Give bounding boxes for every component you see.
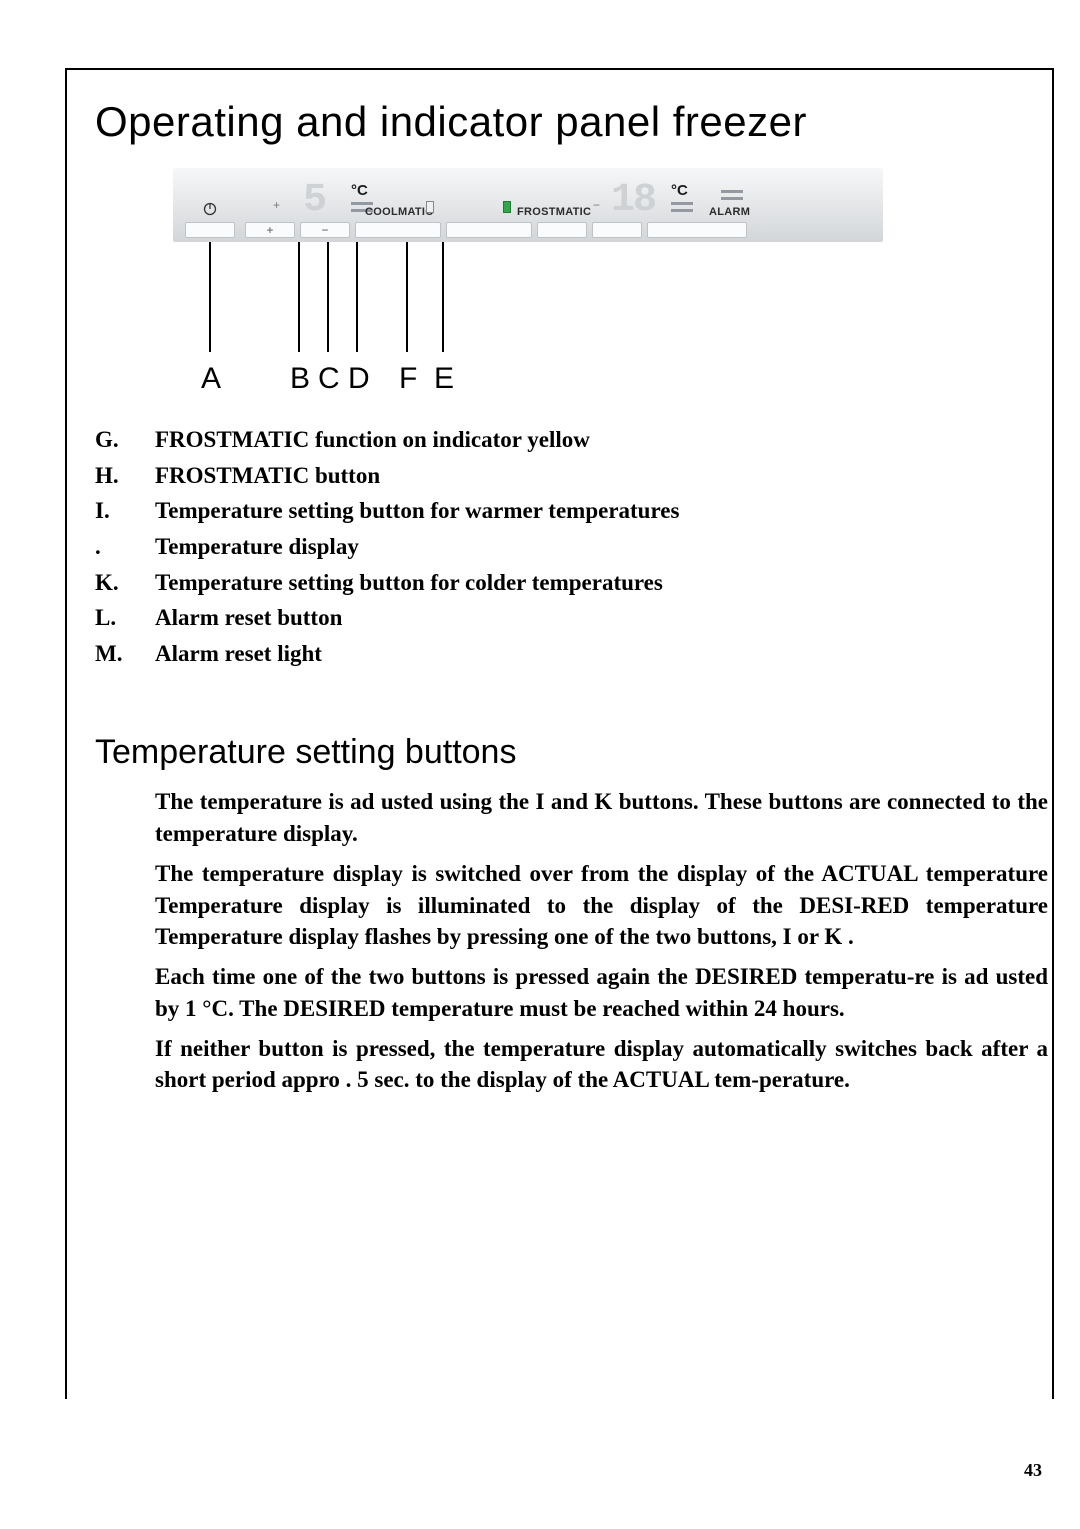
callout-letters-row: A B C D F E xyxy=(173,362,883,398)
temp-display-left: 5 xyxy=(303,178,325,223)
legend-key: . xyxy=(95,529,155,565)
control-panel-strip: + 5 °C + − COOLMATIC FROSTMATIC − 18 °C … xyxy=(173,168,883,242)
legend-row: G.FROSTMATIC function on indicator yello… xyxy=(95,422,1052,458)
temp-plus-right-button[interactable] xyxy=(537,222,587,238)
legend-row: L. Alarm reset button xyxy=(95,600,1052,636)
main-heading: Operating and indicator panel freezer xyxy=(95,98,1052,146)
deg-c-left: °C xyxy=(351,182,368,199)
plus-sign-left: + xyxy=(273,198,280,212)
alarm-label: ALARM xyxy=(709,206,750,218)
callout-f: F xyxy=(399,362,417,396)
bars-icon-right xyxy=(671,202,695,214)
panel-diagram: + 5 °C + − COOLMATIC FROSTMATIC − 18 °C … xyxy=(173,168,883,398)
frostmatic-label: FROSTMATIC xyxy=(517,206,591,218)
temp-minus-right-button[interactable] xyxy=(592,222,642,238)
minus-sign-right: − xyxy=(593,198,600,212)
frostmatic-button[interactable] xyxy=(446,222,532,238)
legend-key: K. xyxy=(95,565,155,601)
sub-heading: Temperature setting buttons xyxy=(95,733,1052,772)
page-number: 43 xyxy=(1024,1460,1042,1481)
legend-text: Temperature setting button for colder te… xyxy=(155,565,663,601)
legend-row: K.Temperature setting button for colder … xyxy=(95,565,1052,601)
coolmatic-led-icon xyxy=(426,201,434,213)
legend-key: G. xyxy=(95,422,155,458)
alarm-bars-icon xyxy=(721,190,745,202)
legend-key: I. xyxy=(95,493,155,529)
callout-d: D xyxy=(348,362,370,396)
power-icon xyxy=(203,202,217,216)
legend-text: FROSTMATIC button xyxy=(155,458,380,494)
callout-a: A xyxy=(201,362,221,396)
deg-c-right: °C xyxy=(671,182,688,199)
power-button[interactable] xyxy=(185,222,235,238)
legend-text: FROSTMATIC function on indicator yellow xyxy=(155,422,590,458)
temp-plus-left-button[interactable]: + xyxy=(245,222,295,238)
legend-row: .Temperature display xyxy=(95,529,1052,565)
legend-text: Temperature display xyxy=(155,529,359,565)
coolmatic-label: COOLMATIC xyxy=(365,206,434,218)
callout-lines xyxy=(173,242,883,362)
body-paragraph: The temperature is ad usted using the I … xyxy=(155,786,1052,849)
body-paragraph: Each time one of the two buttons is pres… xyxy=(155,961,1052,1024)
callout-b: B xyxy=(290,362,310,396)
frostmatic-led-icon xyxy=(503,201,511,213)
callout-c: C xyxy=(318,362,340,396)
legend-text: Alarm reset light xyxy=(155,636,322,672)
minus-icon: − xyxy=(321,223,328,237)
coolmatic-button[interactable] xyxy=(355,222,441,238)
alarm-reset-button[interactable] xyxy=(647,222,747,238)
plus-icon: + xyxy=(266,223,273,237)
legend-row: H.FROSTMATIC button xyxy=(95,458,1052,494)
legend-text: Alarm reset button xyxy=(155,600,342,636)
page-frame: Operating and indicator panel freezer + … xyxy=(65,68,1054,1399)
body-paragraph: The temperature display is switched over… xyxy=(155,858,1052,953)
legend-key: L. xyxy=(95,600,155,636)
body-paragraph: If neither button is pressed, the temper… xyxy=(155,1033,1052,1096)
legend-key: H. xyxy=(95,458,155,494)
legend-list: G.FROSTMATIC function on indicator yello… xyxy=(95,422,1052,671)
legend-key: M. xyxy=(95,636,155,672)
legend-row: I.Temperature setting button for warmer … xyxy=(95,493,1052,529)
temp-display-right: 18 xyxy=(611,178,655,223)
temp-minus-left-button[interactable]: − xyxy=(300,222,350,238)
legend-text: Temperature setting button for warmer te… xyxy=(155,493,679,529)
legend-row: M.Alarm reset light xyxy=(95,636,1052,672)
callout-e: E xyxy=(434,362,454,396)
